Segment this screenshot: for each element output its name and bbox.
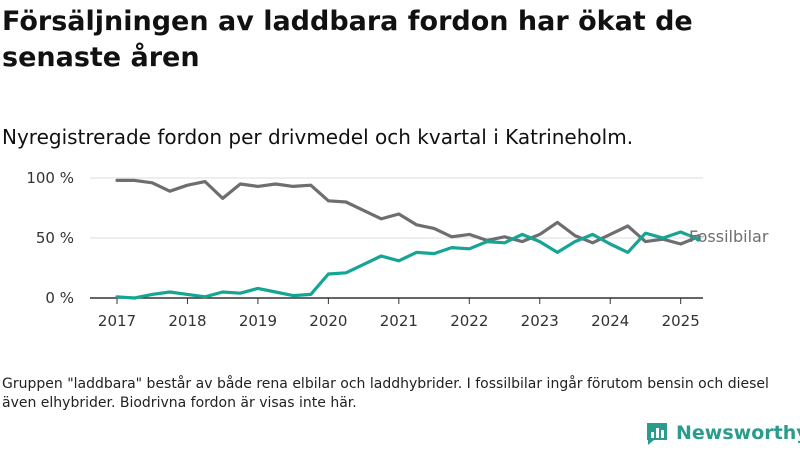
y-tick-label: 100 %	[26, 169, 74, 187]
series-label-fossilbilar: Fossilbilar	[689, 227, 769, 246]
x-tick-label: 2024	[591, 312, 629, 330]
series-end-point	[695, 236, 701, 242]
newsworthy-logo: Newsworthy	[644, 420, 800, 446]
footnote: Gruppen "laddbara" består av både rena e…	[2, 376, 769, 411]
y-tick-label: 50 %	[36, 229, 74, 247]
series-labels: Fossilbilar	[685, 227, 769, 246]
x-tick-label: 2020	[309, 312, 347, 330]
x-axis: 2017 2018 2019 2020 2021 2022 2023 2024 2025	[90, 297, 703, 330]
bar-chart-icon	[647, 423, 667, 445]
series-line-laddbara	[115, 230, 700, 300]
series-label-connector	[685, 235, 705, 238]
x-tick-label: 2019	[239, 312, 277, 330]
x-tick-label: 2022	[450, 312, 488, 330]
x-tick-label: 2025	[662, 312, 700, 330]
chart-title: Försäljningen av laddbara fordon har öka…	[2, 6, 693, 73]
x-tick-label: 2023	[521, 312, 559, 330]
x-tick-label: 2021	[380, 312, 418, 330]
line-chart: 0 % 50 % 100 % 2017 2018 2019 2020 2021 2022 202…	[26, 169, 769, 330]
x-tick-label: 2017	[98, 312, 136, 330]
series-lines	[115, 178, 701, 300]
y-tick-label: 0 %	[45, 289, 74, 307]
x-tick-label: 2018	[168, 312, 206, 330]
chart-subtitle: Nyregistrerade fordon per drivmedel och …	[2, 125, 634, 149]
brand-name: Newsworthy	[676, 422, 800, 444]
series-line-fossilbilar	[115, 178, 700, 246]
y-axis-ticks: 0 % 50 % 100 %	[26, 169, 74, 307]
